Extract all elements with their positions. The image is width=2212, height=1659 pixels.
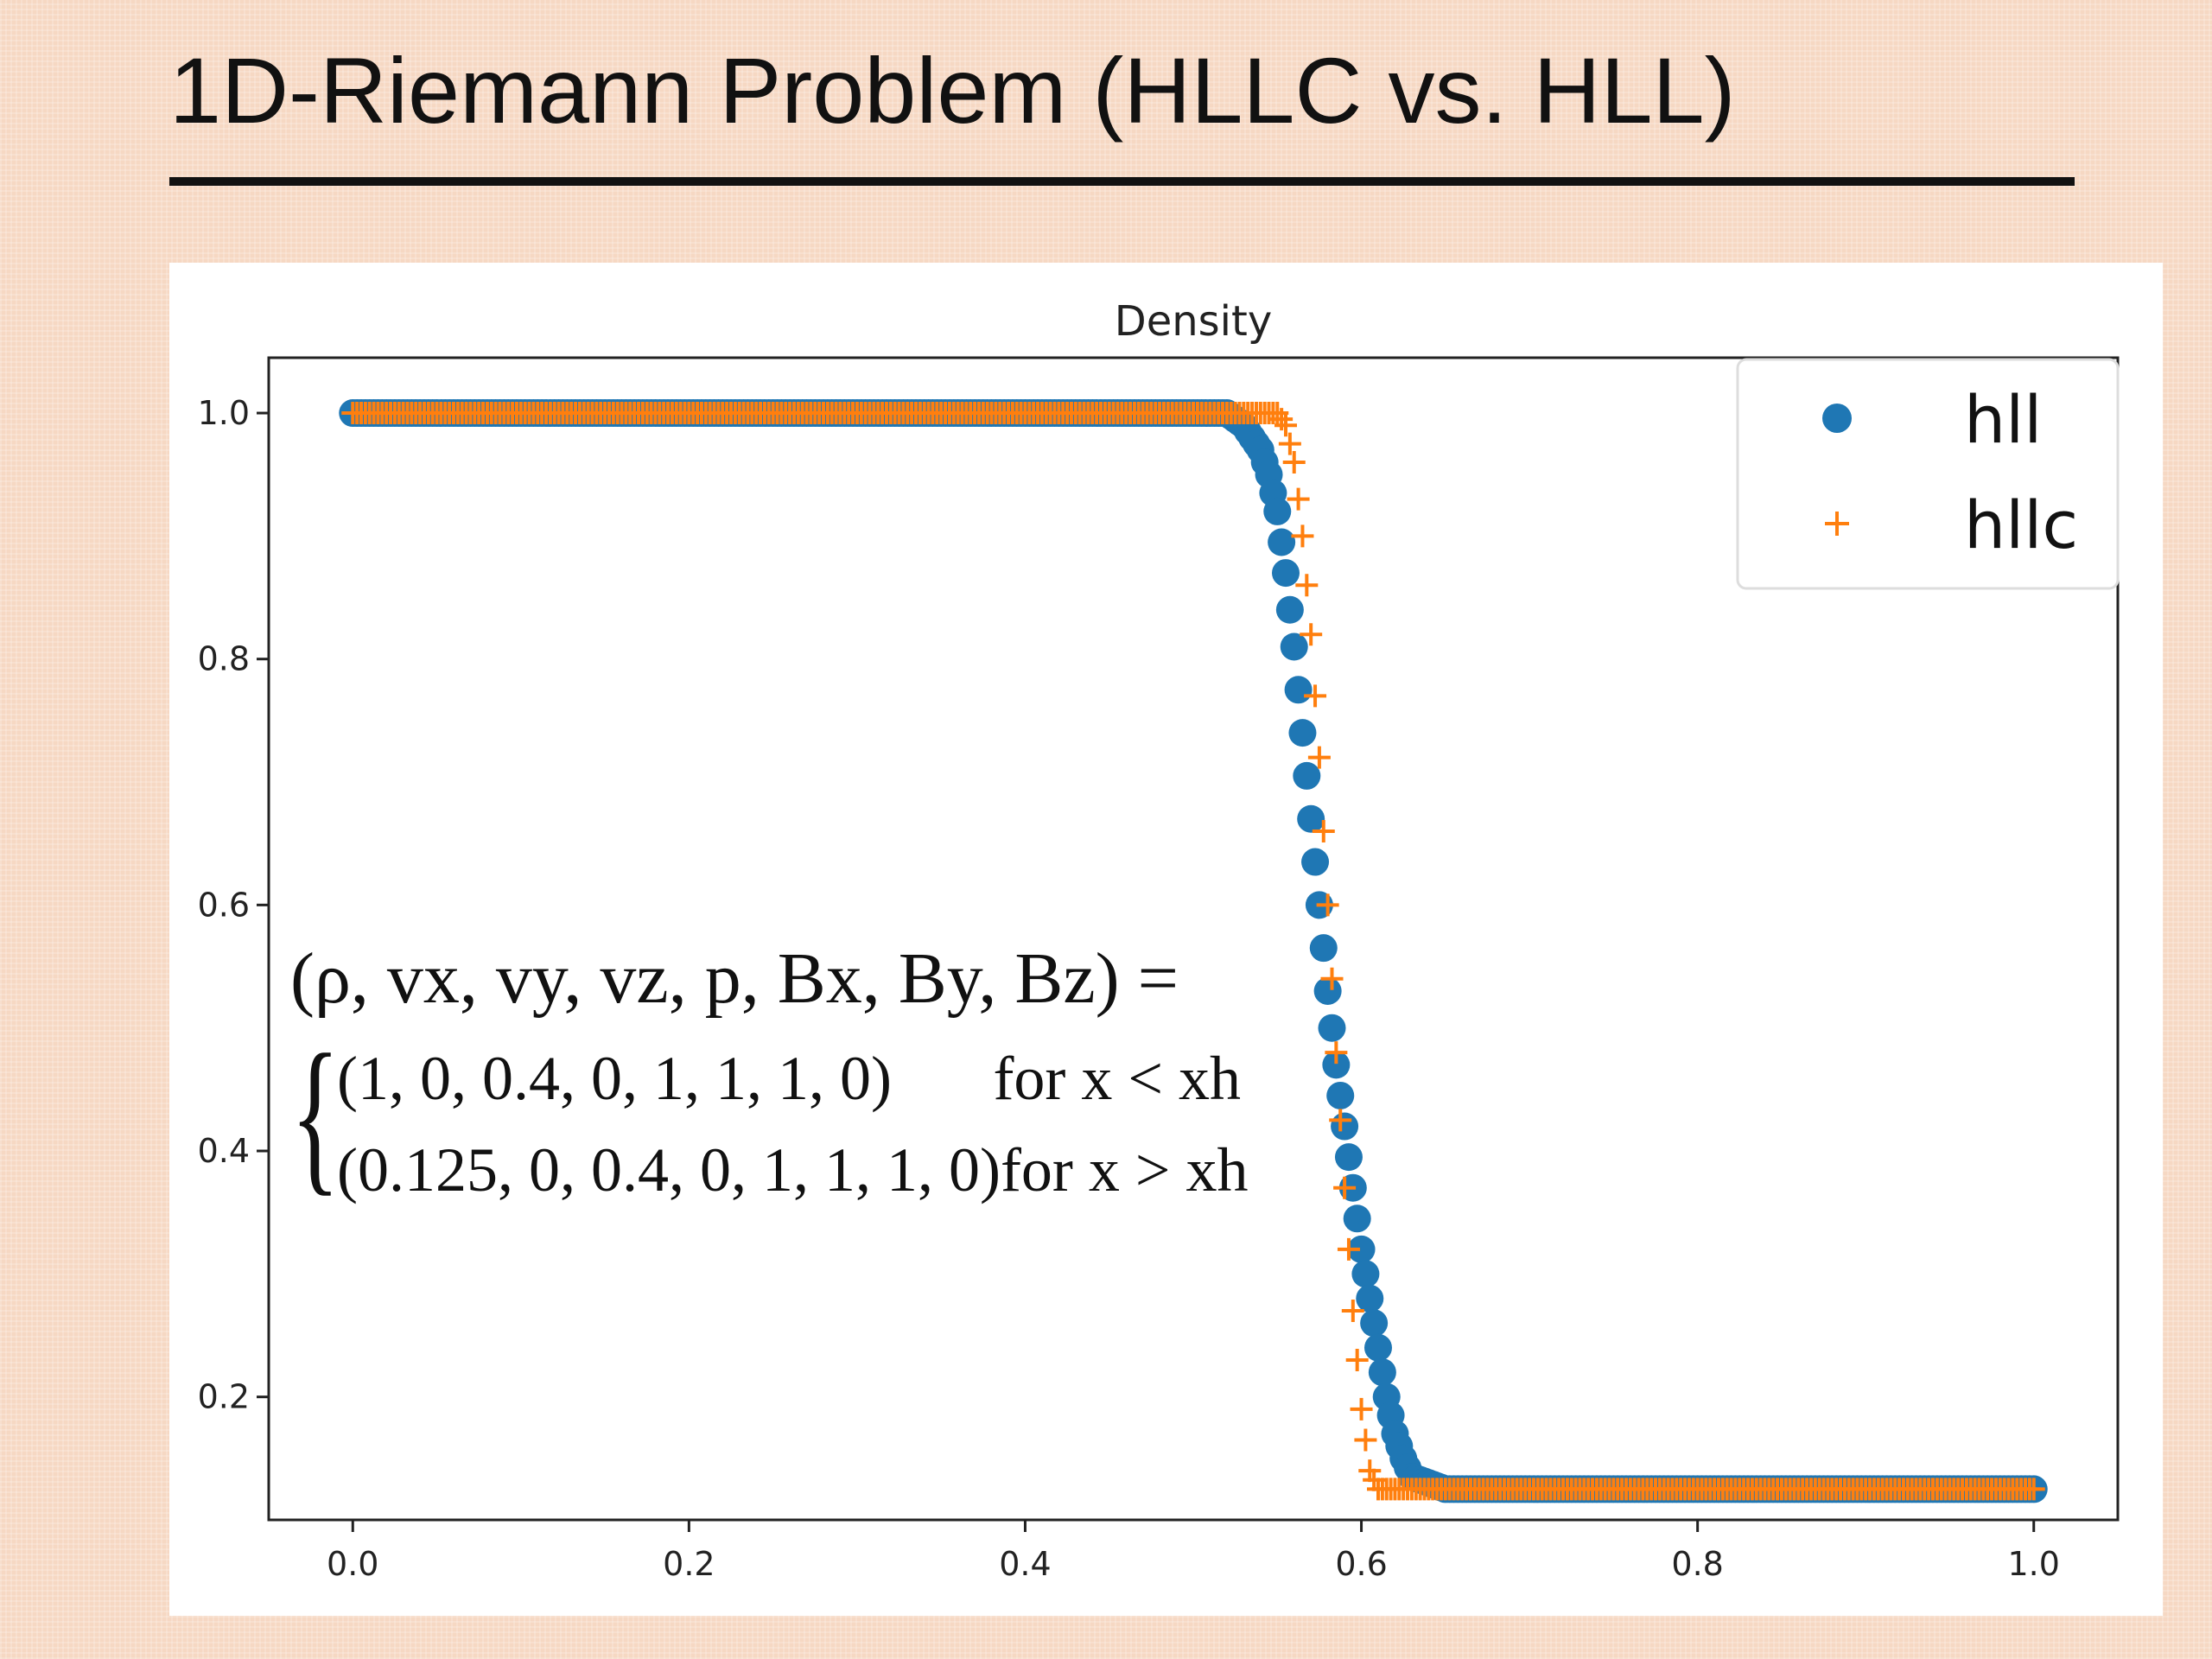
- hll-point: [1313, 976, 1342, 1005]
- legend-hllc-marker: [1825, 512, 1849, 536]
- case-right-state: (0.125, 0, 0.4, 0, 1, 1, 1, 0) for x > x…: [337, 1124, 1249, 1216]
- hllc-point: [1274, 414, 1297, 437]
- hll-point: [1272, 559, 1300, 588]
- case-condition: for x > xh: [1000, 1135, 1249, 1205]
- hll-point: [1360, 1309, 1389, 1338]
- x-tick-label: 0.0: [327, 1545, 378, 1583]
- hllc-point: [1287, 487, 1310, 511]
- hll-point: [1288, 719, 1317, 747]
- hll-point: [1284, 676, 1313, 704]
- hllc-point: [1333, 1176, 1357, 1199]
- hll-point: [1297, 804, 1325, 833]
- formula-cases: { (1, 0, 0.4, 0, 1, 1, 1, 0) for x < xh …: [290, 1020, 1249, 1216]
- hllc-point: [1337, 1237, 1360, 1261]
- legend-hll-marker: [1822, 404, 1852, 433]
- case-value: (0.125, 0, 0.4, 0, 1, 1, 1, 0): [337, 1135, 1001, 1205]
- formula-lhs: (ρ, vx, vy, vz, p, Bx, By, Bz) =: [290, 938, 1179, 1019]
- hllc-point: [1325, 1041, 1348, 1065]
- y-tick-label: 0.6: [198, 886, 250, 924]
- left-brace-icon: {: [290, 1020, 340, 1211]
- hll-point: [1309, 934, 1338, 963]
- hllc-point: [1329, 1109, 1352, 1132]
- hll-point: [1368, 1358, 1396, 1387]
- hll-point: [1326, 1081, 1355, 1109]
- hllc-point: [1350, 1397, 1373, 1421]
- y-tick-label: 0.2: [198, 1378, 250, 1416]
- hllc-point: [1278, 432, 1301, 455]
- legend: hll hllc: [1736, 358, 2120, 590]
- case-value: (1, 0, 0.4, 0, 1, 1, 1, 0): [337, 1043, 892, 1113]
- hllc-point: [1316, 893, 1339, 917]
- hll-point: [1268, 528, 1296, 556]
- hllc-point: [1291, 524, 1314, 548]
- hll-point: [1280, 632, 1308, 661]
- hllc-point: [1300, 623, 1323, 646]
- plot-frame: [267, 356, 2120, 1522]
- hll-point: [1318, 1014, 1346, 1042]
- y-tick-label: 1.0: [198, 394, 250, 432]
- hllc-point: [1312, 819, 1335, 842]
- hllc-point: [2022, 1478, 2045, 1501]
- hllc-point: [1345, 1348, 1369, 1371]
- x-tick-label: 0.6: [1335, 1545, 1387, 1583]
- y-tick-label: 0.8: [198, 640, 250, 678]
- x-tick-label: 0.2: [663, 1545, 715, 1583]
- hllc-point: [1282, 450, 1306, 474]
- hll-point: [1364, 1333, 1392, 1362]
- hllc-point: [1295, 574, 1319, 597]
- hll-point: [1275, 595, 1304, 624]
- hllc-point: [1354, 1428, 1377, 1452]
- x-tick-label: 0.4: [999, 1545, 1051, 1583]
- density-chart: Density 0.0 0.2 0.4 0.6 0.8 1.0 0.2 0.4 0.6 0.8 1…: [198, 297, 2120, 1583]
- hll-point: [1343, 1205, 1371, 1233]
- x-tick-label: 1.0: [2008, 1545, 2060, 1583]
- series-hllc: [341, 402, 2045, 1501]
- hllc-point: [1304, 684, 1327, 708]
- hll-point: [1356, 1284, 1384, 1313]
- hll-point: [1322, 1051, 1351, 1079]
- hllc-point: [1307, 746, 1331, 769]
- hll-point: [1263, 497, 1292, 525]
- slide-title: 1D-Riemann Problem (HLLC vs. HLL): [169, 38, 1736, 143]
- y-axis: 0.2 0.4 0.6 0.8 1.0: [198, 394, 269, 1416]
- y-tick-label: 0.4: [198, 1132, 250, 1170]
- case-condition: for x < xh: [993, 1043, 1241, 1113]
- hll-point: [1301, 848, 1330, 876]
- x-axis: 0.0 0.2 0.4 0.6 0.8 1.0: [327, 1520, 2060, 1583]
- hllc-point: [1341, 1300, 1364, 1323]
- chart-title: Density: [1115, 297, 1272, 346]
- hll-point: [1347, 1235, 1376, 1263]
- plot-panel: Density 0.0 0.2 0.4 0.6 0.8 1.0 0.2 0.4 0.6 0.8 1…: [169, 263, 2163, 1616]
- case-left-state: (1, 0, 0.4, 0, 1, 1, 1, 0) for x < xh: [337, 1033, 1241, 1124]
- title-underline: [169, 177, 2075, 186]
- initial-condition-formula: (ρ, vx, vy, vz, p, Bx, By, Bz) = { (1, 0…: [290, 937, 1249, 1216]
- hllc-point: [1320, 967, 1344, 990]
- legend-hllc-label: hllc: [1964, 486, 2078, 563]
- hll-point: [1293, 761, 1321, 790]
- legend-hll-label: hll: [1964, 381, 2042, 458]
- hll-point: [1331, 1112, 1359, 1141]
- hll-point: [1334, 1143, 1363, 1172]
- x-tick-label: 0.8: [1671, 1545, 1723, 1583]
- hll-point: [1351, 1260, 1380, 1288]
- hllc-point: [1358, 1459, 1382, 1483]
